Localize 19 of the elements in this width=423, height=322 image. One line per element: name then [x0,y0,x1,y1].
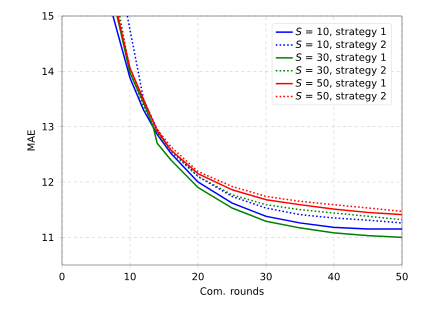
legend-label: S = 50, strategy 1 [296,79,386,89]
x-axis-title: Com. rounds [200,287,264,295]
legend-label: S = 30, strategy 1 [296,53,386,63]
x-tick-label: 50 [396,272,408,280]
y-tick-label: 15 [42,12,54,20]
legend-label: S = 50, strategy 2 [296,92,386,102]
y-tick-label: 11 [42,234,54,241]
y-tick-label: 12 [42,178,54,186]
x-tick-label: 30 [260,272,272,280]
y-tick-label: 14 [42,68,54,75]
x-tick-label: 10 [124,272,136,280]
x-tick-label: 20 [192,272,204,280]
x-tick-label: 40 [328,272,340,280]
legend-label: S = 10, strategy 2 [296,40,386,50]
legend-label: S = 10, strategy 1 [296,28,386,38]
y-axis-title: MAE [27,130,35,150]
legend-label: S = 30, strategy 2 [296,66,386,76]
x-tick-label: 0 [59,272,65,280]
y-tick-label: 13 [42,122,54,130]
